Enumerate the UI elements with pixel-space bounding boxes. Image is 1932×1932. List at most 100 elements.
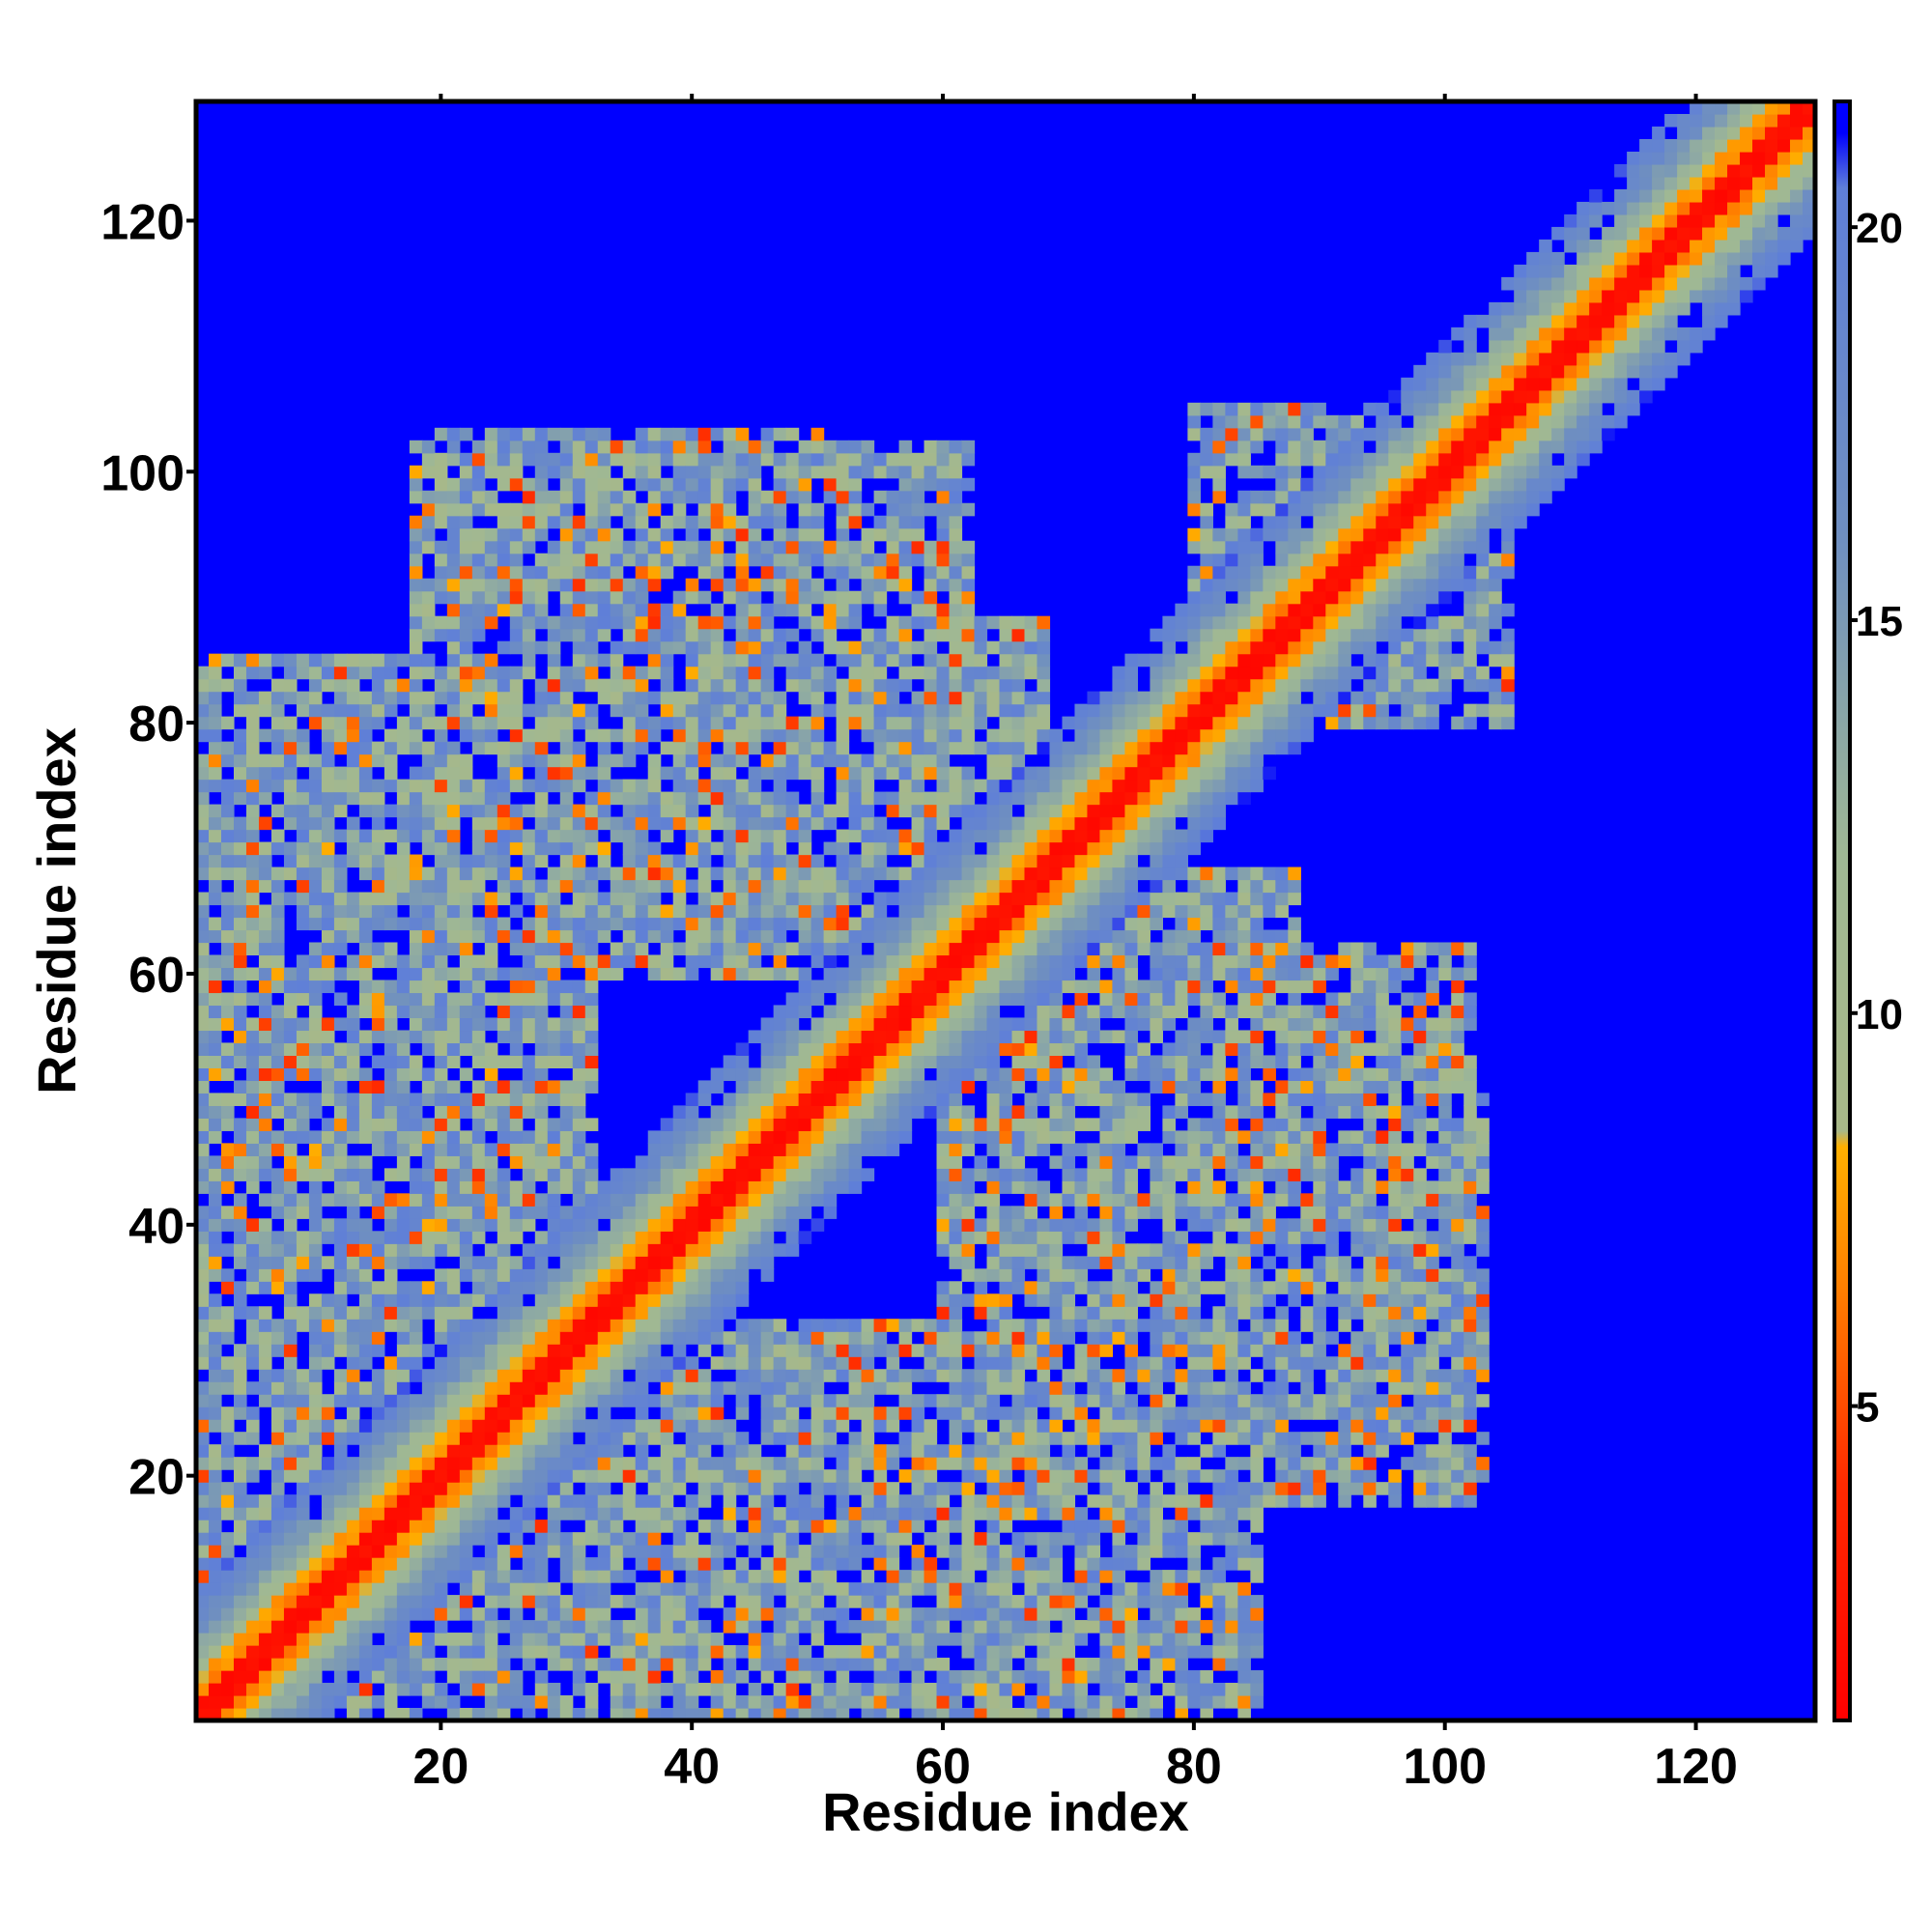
heatmap-cell [773,1130,787,1144]
heatmap-cell [333,1582,348,1596]
heatmap-cell [434,1017,448,1032]
heatmap-cell [547,1520,561,1533]
heatmap-cell [735,1432,750,1445]
heatmap-cell [358,1494,373,1508]
heatmap-cell [635,841,649,856]
heatmap-cell [949,728,963,743]
heatmap-cell [559,1080,574,1094]
heatmap-cell [760,829,775,843]
heatmap-cell [220,1557,235,1571]
heatmap-cell [471,1432,486,1445]
heatmap-cell [270,804,285,818]
heatmap-cell [208,1256,222,1269]
heatmap-cell [660,1243,674,1257]
heatmap-cell [245,1557,260,1571]
heatmap-cell [685,1645,699,1659]
heatmap-cell [697,1683,712,1696]
heatmap-cell [296,1582,310,1596]
heatmap-cell [509,1030,524,1044]
heatmap-cell [446,603,461,617]
heatmap-cell [522,1319,536,1332]
heatmap-cell [459,590,473,605]
heatmap-cell [534,1532,549,1546]
heatmap-cell [446,1055,461,1068]
heatmap-cell [421,1293,436,1307]
heatmap-cell [396,992,411,1007]
heatmap-cell [509,1218,524,1232]
heatmap-cell [647,603,662,617]
heatmap-cell [685,640,699,655]
heatmap-cell [760,1130,775,1144]
heatmap-cell [597,477,611,492]
heatmap-cell [434,427,448,441]
heatmap-cell [459,477,473,492]
heatmap-cell [785,427,800,441]
heatmap-cell [961,1670,976,1684]
heatmap-cell [471,540,486,554]
heatmap-cell [710,1281,724,1294]
heatmap-cell [785,1520,800,1533]
heatmap-cell [208,892,222,906]
heatmap-cell [270,967,285,981]
heatmap-cell [810,1130,825,1144]
heatmap-cell [798,1708,812,1721]
heatmap-cell [384,1206,398,1219]
heatmap-cell [723,691,737,705]
heatmap-cell [233,791,247,806]
heatmap-cell [208,829,222,843]
heatmap-cell [421,490,436,504]
heatmap-cell [823,1093,838,1106]
heatmap-cell [245,1344,260,1357]
heatmap-cell [258,1670,272,1684]
heatmap-cell [346,1708,360,1721]
heatmap-cell [723,1645,737,1659]
heatmap-cell [886,1708,900,1721]
heatmap-cell [773,1105,787,1119]
heatmap-cell [685,1695,699,1709]
heatmap-cell [848,1093,863,1106]
heatmap-cell [597,1243,611,1257]
heatmap-cell [911,1607,925,1621]
heatmap-cell [333,1067,348,1081]
heatmap-cell [208,1507,222,1520]
heatmap-cell [471,1394,486,1407]
heatmap-cell [559,1130,574,1144]
heatmap-cell [459,716,473,730]
heatmap-cell [421,1256,436,1269]
heatmap-cell [522,980,536,994]
heatmap-cell [534,1570,549,1583]
heatmap-cell [196,1231,210,1244]
heatmap-cell [584,980,599,994]
heatmap-cell [760,967,775,981]
heatmap-cell [723,829,737,843]
heatmap-cell [308,1469,323,1483]
heatmap-cell [597,540,611,554]
heatmap-cell [710,1356,724,1370]
heatmap-cell [923,980,938,994]
heatmap-cell [848,691,863,705]
heatmap-cell [848,666,863,680]
heatmap-cell [785,1595,800,1608]
heatmap-cell [471,1180,486,1194]
heatmap-cell [459,603,473,617]
heatmap-cell [823,1545,838,1558]
heatmap-cell [723,1432,737,1445]
heatmap-cell [446,1708,461,1721]
heatmap-cell [409,1118,423,1131]
heatmap-cell [459,1256,473,1269]
heatmap-cell [384,1381,398,1395]
heatmap-cell [823,1155,838,1169]
heatmap-cell [233,1582,247,1596]
heatmap-cell [358,1532,373,1546]
heatmap-cell [396,1118,411,1131]
heatmap-cell [333,791,348,806]
heatmap-cell [296,1105,310,1119]
heatmap-cell [371,829,385,843]
heatmap-cell [421,703,436,718]
heatmap-cell [635,892,649,906]
heatmap-cell [936,728,951,743]
heatmap-cell [810,1344,825,1357]
heatmap-cell [785,904,800,919]
heatmap-cell [534,753,549,768]
heatmap-cell [810,502,825,517]
